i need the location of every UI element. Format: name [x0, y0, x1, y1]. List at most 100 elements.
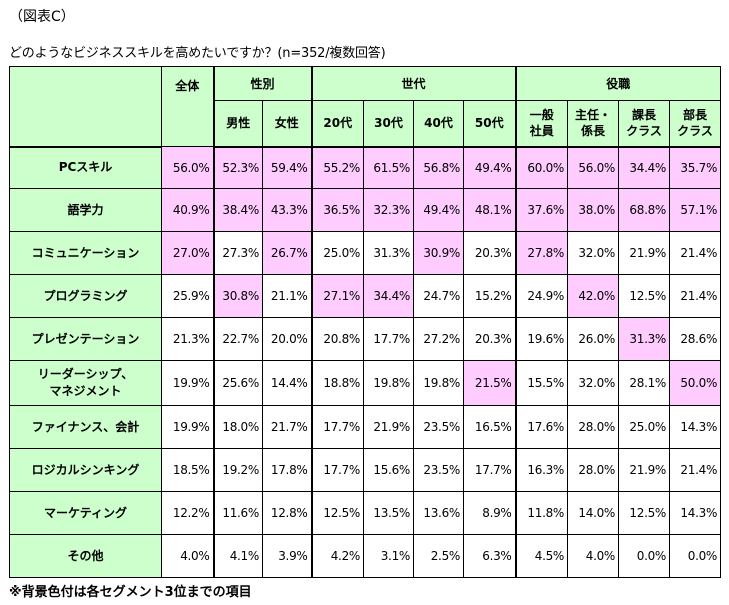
row-label: その他 — [9, 534, 162, 578]
value-cell: 17.7% — [463, 448, 517, 492]
value-cell: 0.0% — [618, 534, 671, 578]
header-column: 20代 — [310, 100, 365, 148]
value-cell: 28.0% — [567, 448, 620, 492]
header-column: 部長 クラス — [669, 100, 722, 148]
value-cell: 14.3% — [669, 405, 722, 449]
header-group: 役職 — [514, 66, 722, 101]
value-cell: 59.4% — [261, 146, 313, 189]
value-cell: 68.8% — [618, 188, 671, 232]
value-cell: 25.9% — [161, 274, 214, 318]
value-cell: 52.3% — [212, 146, 263, 189]
value-cell: 20.3% — [463, 231, 517, 275]
row-label: プレゼンテーション — [9, 317, 162, 361]
value-cell: 35.7% — [669, 146, 722, 189]
value-cell: 20.0% — [261, 317, 313, 361]
value-cell: 21.4% — [669, 274, 722, 318]
header-column: 女性 — [261, 100, 313, 148]
value-cell: 19.9% — [161, 405, 214, 449]
value-cell: 12.8% — [261, 491, 313, 535]
header-column: 40代 — [413, 100, 465, 148]
value-cell: 12.2% — [161, 491, 214, 535]
value-cell: 14.0% — [567, 491, 620, 535]
value-cell: 27.1% — [310, 274, 365, 318]
value-cell: 25.6% — [212, 360, 263, 406]
header-total: 全体 — [161, 66, 214, 147]
value-cell: 27.2% — [413, 317, 465, 361]
value-cell: 17.7% — [310, 448, 365, 492]
value-cell: 42.0% — [567, 274, 620, 318]
value-cell: 61.5% — [363, 146, 415, 189]
value-cell: 49.4% — [463, 146, 517, 189]
value-cell: 32.0% — [567, 231, 620, 275]
value-cell: 21.7% — [261, 405, 313, 449]
header-column: 50代 — [463, 100, 517, 148]
value-cell: 32.3% — [363, 188, 415, 232]
value-cell: 21.9% — [618, 448, 671, 492]
value-cell: 19.9% — [161, 360, 214, 406]
value-cell: 55.2% — [310, 146, 365, 189]
value-cell: 40.9% — [161, 188, 214, 232]
value-cell: 23.5% — [413, 405, 465, 449]
value-cell: 12.5% — [618, 274, 671, 318]
value-cell: 60.0% — [514, 146, 569, 189]
row-label: 語学力 — [9, 188, 162, 232]
header-column: 男性 — [212, 100, 263, 148]
value-cell: 0.0% — [669, 534, 722, 578]
value-cell: 17.7% — [310, 405, 365, 449]
value-cell: 38.4% — [212, 188, 263, 232]
value-cell: 49.4% — [413, 188, 465, 232]
table-row: リーダーシップ、 マネジメント 19.9% 25.6% 14.4% 18.8% 19.8%… — [9, 360, 722, 406]
value-cell: 28.0% — [567, 405, 620, 449]
table-row: プログラミング 25.9% 30.8% 21.1% 27.1% 34.4% 24.7% 15.… — [9, 274, 722, 318]
value-cell: 23.5% — [413, 448, 465, 492]
value-cell: 37.6% — [514, 188, 569, 232]
value-cell: 19.8% — [363, 360, 415, 406]
value-cell: 20.8% — [310, 317, 365, 361]
header-column: 課長 クラス — [618, 100, 671, 148]
value-cell: 4.0% — [567, 534, 620, 578]
value-cell: 28.1% — [618, 360, 671, 406]
table-row: PCスキル 56.0% 52.3% 59.4% 55.2% 61.5% 56.8% 49.4%… — [9, 146, 722, 189]
value-cell: 36.5% — [310, 188, 365, 232]
row-label: プログラミング — [9, 274, 162, 318]
header-column: 主任・ 係長 — [567, 100, 620, 148]
value-cell: 17.7% — [363, 317, 415, 361]
value-cell: 56.0% — [161, 146, 214, 189]
header-column: 30代 — [363, 100, 415, 148]
row-label: リーダーシップ、 マネジメント — [9, 360, 162, 406]
table-row: その他 4.0% 4.1% 3.9% 4.2% 3.1% 2.5% 6.3% 4.5% 4.0% 0… — [9, 534, 722, 578]
header-group: 世代 — [310, 66, 517, 101]
row-label: マーケティング — [9, 491, 162, 535]
value-cell: 21.9% — [363, 405, 415, 449]
value-cell: 27.3% — [212, 231, 263, 275]
value-cell: 34.4% — [363, 274, 415, 318]
value-cell: 31.3% — [618, 317, 671, 361]
survey-question: どのようなビジネススキルを高めたいですか？(n=352/複数回答) — [9, 46, 386, 61]
value-cell: 21.3% — [161, 317, 214, 361]
table-row: プレゼンテーション 21.3% 22.7% 20.0% 20.8% 17.7% 27.2% 2… — [9, 317, 722, 361]
value-cell: 21.5% — [463, 360, 517, 406]
value-cell: 56.0% — [567, 146, 620, 189]
value-cell: 30.8% — [212, 274, 263, 318]
value-cell: 19.2% — [212, 448, 263, 492]
value-cell: 57.1% — [669, 188, 722, 232]
row-label: ロジカルシンキング — [9, 448, 162, 492]
value-cell: 15.6% — [363, 448, 415, 492]
value-cell: 4.1% — [212, 534, 263, 578]
value-cell: 19.8% — [413, 360, 465, 406]
footnote: ※背景色付は各セグメント3位までの項目 — [9, 585, 252, 600]
row-label: PCスキル — [9, 146, 162, 189]
value-cell: 18.0% — [212, 405, 263, 449]
value-cell: 6.3% — [463, 534, 517, 578]
row-label: ファイナンス、会計 — [9, 405, 162, 449]
value-cell: 30.9% — [413, 231, 465, 275]
table-row: コミュニケーション 27.0% 27.3% 26.7% 25.0% 31.3% 30.9% 2… — [9, 231, 722, 275]
value-cell: 2.5% — [413, 534, 465, 578]
value-cell: 19.6% — [514, 317, 569, 361]
value-cell: 4.2% — [310, 534, 365, 578]
value-cell: 21.4% — [669, 448, 722, 492]
value-cell: 3.1% — [363, 534, 415, 578]
value-cell: 11.6% — [212, 491, 263, 535]
value-cell: 48.1% — [463, 188, 517, 232]
value-cell: 31.3% — [363, 231, 415, 275]
